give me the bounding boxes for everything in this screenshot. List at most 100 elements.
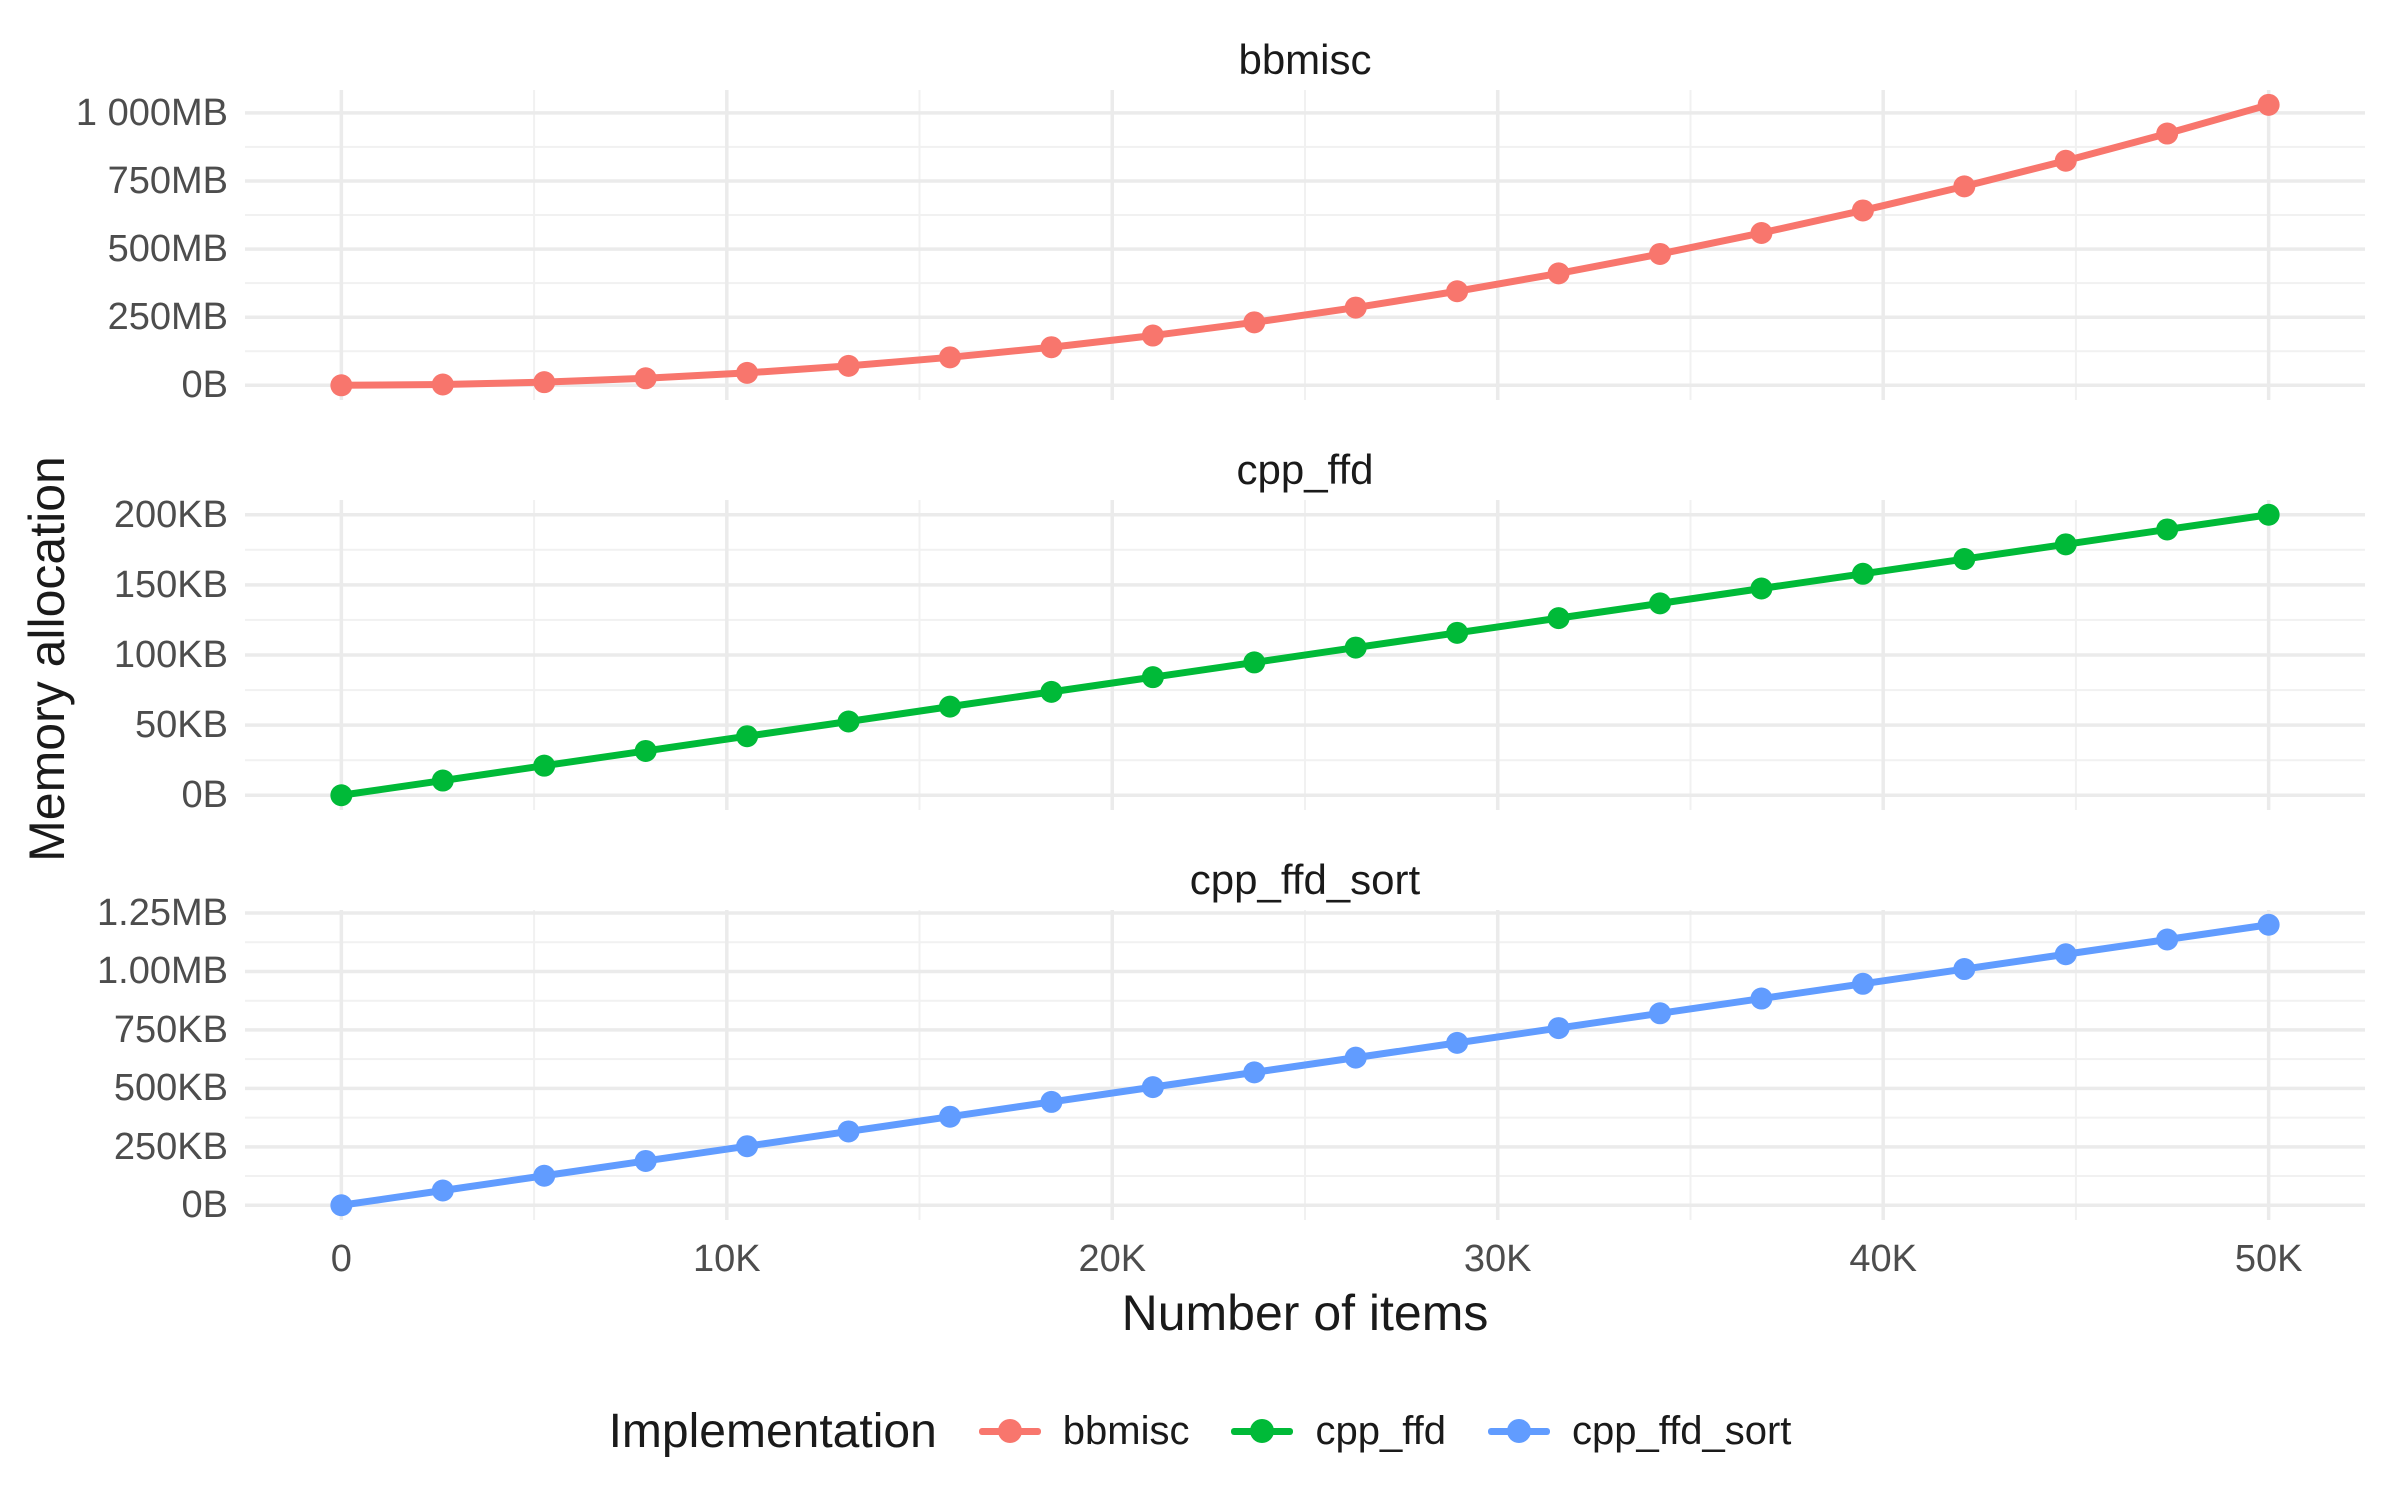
data-point-cpp_ffd_sort — [533, 1164, 556, 1187]
panel-title-cpp-ffd-sort: cpp_ffd_sort — [1189, 856, 1421, 903]
data-point-cpp_ffd_sort — [1953, 958, 1976, 981]
line-point-key-icon — [1231, 1418, 1294, 1444]
data-point-cpp_ffd — [2156, 518, 2179, 541]
y-tick-label: 500MB — [107, 228, 228, 271]
y-tick-label: 0B — [181, 1184, 228, 1227]
data-point-cpp_ffd_sort — [736, 1135, 759, 1158]
legend-label: cpp_ffd — [1315, 1408, 1446, 1453]
data-point-cpp_ffd — [1851, 562, 1874, 585]
x-axis-title: Number of items — [1121, 1285, 1489, 1341]
x-tick-label: 10K — [693, 1238, 761, 1280]
data-point-cpp_ffd_sort — [330, 1194, 353, 1217]
data-point-cpp_ffd_sort — [1040, 1090, 1063, 1113]
data-point-cpp_ffd — [1649, 592, 1672, 615]
y-tick-label: 750KB — [113, 1008, 228, 1051]
panel-plot-cpp-ffd-sort — [245, 910, 2365, 1220]
line-point-key-icon — [978, 1418, 1041, 1444]
data-point-cpp_ffd — [1750, 577, 1773, 600]
data-point-bbmisc — [634, 367, 657, 390]
legend-item-cpp-ffd-sort: cpp_ffd_sort — [1487, 1408, 1792, 1454]
x-tick-label: 50K — [2234, 1238, 2303, 1280]
data-point-cpp_ffd — [736, 725, 759, 748]
data-point-cpp_ffd_sort — [1243, 1061, 1266, 1084]
legend-item-bbmisc: bbmisc — [978, 1408, 1190, 1454]
data-point-bbmisc — [1040, 336, 1063, 359]
data-point-cpp_ffd_sort — [837, 1120, 860, 1143]
y-tick-label: 0B — [181, 774, 228, 817]
data-point-bbmisc — [1750, 221, 1773, 244]
y-tick-label: 150KB — [113, 563, 228, 606]
y-tick-label: 200KB — [113, 493, 228, 536]
x-tick-label: 20K — [1078, 1238, 1147, 1280]
data-point-bbmisc — [431, 373, 454, 396]
y-tick-label: 500KB — [113, 1067, 228, 1110]
data-point-cpp_ffd — [2054, 533, 2077, 556]
data-point-cpp_ffd_sort — [2054, 943, 2077, 966]
x-tick-label: 40K — [1849, 1238, 1917, 1280]
panel-title-bbmisc: bbmisc — [1238, 36, 1372, 83]
data-point-cpp_ffd — [1141, 666, 1164, 689]
y-tick-label: 1 000MB — [75, 91, 228, 134]
data-point-cpp_ffd — [1344, 636, 1367, 659]
data-point-bbmisc — [2054, 149, 2077, 172]
data-point-cpp_ffd_sort — [1851, 972, 1874, 995]
data-point-cpp_ffd — [330, 784, 353, 807]
data-point-bbmisc — [330, 374, 353, 397]
data-point-cpp_ffd_sort — [634, 1149, 657, 1172]
series-line-cpp_ffd_sort — [340, 921, 2270, 1209]
data-point-cpp_ffd_sort — [938, 1105, 961, 1128]
data-point-cpp_ffd_sort — [1649, 1002, 1672, 1025]
data-point-bbmisc — [1141, 324, 1164, 347]
y-tick-label: 1.00MB — [97, 950, 228, 993]
legend-label: bbmisc — [1062, 1408, 1190, 1453]
line-point-key-icon — [1487, 1418, 1550, 1444]
panel-plot-bbmisc — [245, 90, 2365, 400]
data-point-cpp_ffd — [1040, 680, 1063, 703]
x-tick-label: 0 — [330, 1238, 352, 1280]
y-tick-label: 250MB — [107, 296, 228, 339]
data-point-cpp_ffd — [1243, 651, 1266, 674]
data-point-bbmisc — [1953, 175, 1976, 198]
data-point-cpp_ffd — [2257, 503, 2280, 526]
data-point-bbmisc — [938, 346, 961, 369]
data-point-bbmisc — [1243, 311, 1266, 334]
data-point-bbmisc — [533, 371, 556, 394]
series-line-bbmisc — [341, 101, 2270, 389]
data-point-cpp_ffd_sort — [2257, 913, 2280, 936]
series-line-cpp_ffd — [340, 511, 2270, 799]
x-tick-label: 30K — [1463, 1238, 1532, 1280]
y-tick-label: 0B — [181, 364, 228, 407]
data-point-cpp_ffd — [938, 695, 961, 718]
y-tick-label: 50KB — [135, 704, 228, 747]
data-point-cpp_ffd — [1953, 548, 1976, 571]
data-point-cpp_ffd — [1547, 607, 1570, 630]
data-point-bbmisc — [736, 361, 759, 384]
data-point-cpp_ffd_sort — [1750, 987, 1773, 1010]
y-tick-label: 750MB — [107, 159, 228, 202]
data-point-cpp_ffd_sort — [2156, 928, 2179, 951]
y-tick-label: 1.25MB — [97, 892, 228, 935]
data-point-bbmisc — [1851, 199, 1874, 222]
data-point-cpp_ffd_sort — [1446, 1031, 1469, 1054]
data-point-bbmisc — [1344, 296, 1367, 319]
data-point-cpp_ffd_sort — [1141, 1076, 1164, 1099]
data-point-cpp_ffd — [837, 710, 860, 733]
data-point-cpp_ffd — [634, 739, 657, 762]
data-point-bbmisc — [2257, 93, 2280, 116]
data-point-bbmisc — [2156, 122, 2179, 145]
legend-label: cpp_ffd_sort — [1571, 1408, 1792, 1453]
legend-item-cpp-ffd: cpp_ffd — [1231, 1409, 1446, 1454]
data-point-cpp_ffd — [431, 769, 454, 792]
data-point-cpp_ffd — [1446, 621, 1469, 644]
y-tick-label: 250KB — [113, 1125, 228, 1168]
data-point-cpp_ffd — [533, 754, 556, 777]
data-point-cpp_ffd_sort — [1344, 1046, 1367, 1069]
data-point-cpp_ffd_sort — [1547, 1017, 1570, 1040]
data-point-bbmisc — [837, 354, 860, 377]
data-point-bbmisc — [1446, 280, 1469, 303]
panel-title-cpp-ffd: cpp_ffd — [1236, 446, 1374, 493]
panel-plot-cpp-ffd — [245, 500, 2365, 810]
legend-title: Implementation — [608, 1404, 937, 1458]
data-point-bbmisc — [1547, 262, 1570, 285]
